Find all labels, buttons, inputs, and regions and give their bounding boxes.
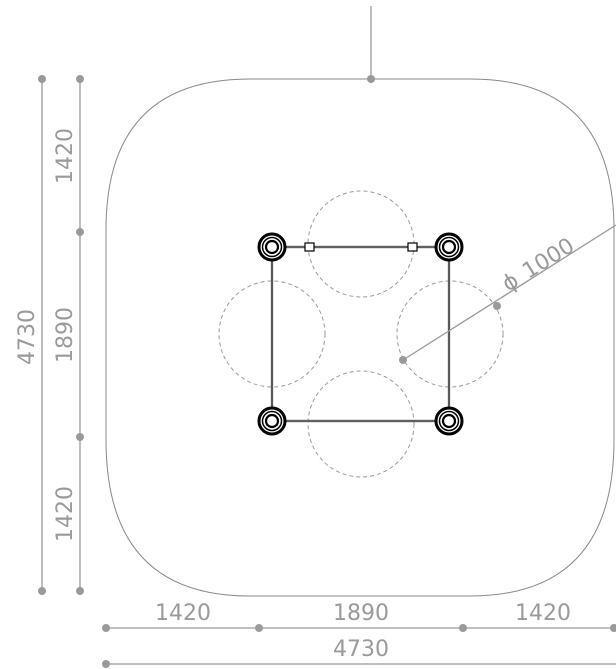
clamp-right [407, 242, 418, 252]
diameter-symbol: ϕ [498, 268, 524, 297]
diameter-label: ϕ 1000 [498, 233, 579, 297]
diameter-edge-dot [493, 302, 501, 310]
left-bottom-dimension-label: 1420 [53, 486, 78, 542]
clearance-circle-bottom [307, 370, 415, 478]
top-leader-dot [367, 75, 375, 83]
post-bottom-right [434, 406, 464, 436]
post-top-left [257, 232, 287, 262]
clearance-circle-top [307, 190, 415, 298]
diameter-value: 1000 [518, 233, 579, 284]
bottom-left-dimension-label: 1420 [155, 601, 211, 626]
bottom-middle-dimension-label: 1890 [333, 601, 389, 626]
bottom-right-dimension-label: 1420 [515, 601, 571, 626]
clamp-left [304, 242, 315, 252]
clearance-circle-left [218, 280, 326, 388]
clearance-circle-right [396, 280, 504, 388]
diameter-center-dot [399, 356, 407, 364]
safety-zone-outline [105, 78, 615, 597]
left-top-dimension-label: 1420 [53, 128, 78, 184]
post-bottom-left [257, 406, 287, 436]
diameter-leader-line [402, 224, 616, 361]
post-top-right [434, 232, 464, 262]
left-middle-dimension-label: 1890 [53, 307, 78, 363]
left-total-dimension-label: 4730 [15, 309, 40, 365]
bottom-total-dimension-label: 4730 [333, 637, 389, 662]
equipment-frame [270, 242, 451, 423]
